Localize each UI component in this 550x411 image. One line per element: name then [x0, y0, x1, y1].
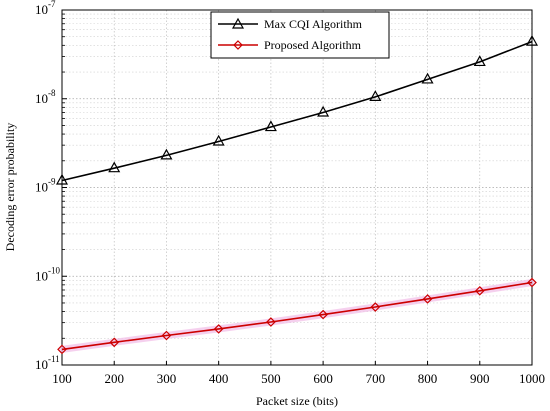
- y-tick-label: 10: [35, 180, 48, 195]
- data-point-proposed: [161, 330, 172, 341]
- data-point-max-cqi: [55, 173, 69, 185]
- x-tick-label: 900: [470, 371, 490, 386]
- series-line-max-cqi: [61, 40, 533, 182]
- legend: Max CQI Algorithm Proposed Algorithm: [210, 11, 390, 59]
- data-point-max-cqi: [473, 55, 486, 67]
- data-point-proposed: [527, 277, 537, 288]
- x-tick-label: 700: [366, 371, 386, 386]
- y-tick-label: 10: [35, 91, 48, 106]
- y-tick-exponent: -8: [48, 88, 56, 98]
- legend-marker-proposed: [233, 40, 243, 50]
- data-point-max-cqi: [160, 148, 173, 160]
- x-tick-label: 800: [418, 371, 438, 386]
- y-tick-label: 10: [35, 268, 48, 283]
- x-axis-title: Packet size (bits): [256, 394, 338, 408]
- y-tick-label: 10: [35, 357, 48, 372]
- x-tick-label: 200: [104, 371, 124, 386]
- x-tick-label: 600: [313, 371, 333, 386]
- legend-label-max-cqi: Max CQI Algorithm: [264, 17, 363, 31]
- y-tick-exponent: -7: [48, 0, 56, 9]
- grid: [62, 10, 532, 365]
- x-tick-label: 1000: [519, 371, 545, 386]
- data-point-max-cqi: [317, 105, 330, 117]
- data-point-proposed: [318, 309, 328, 320]
- y-tick-exponent: -9: [48, 177, 56, 187]
- data-point-proposed: [422, 294, 433, 304]
- x-tick-label: 500: [261, 371, 281, 386]
- series-line-proposed: [61, 281, 533, 351]
- data-point-max-cqi: [525, 34, 539, 46]
- data-point-proposed: [57, 344, 67, 355]
- y-tick-exponent: -10: [48, 265, 60, 275]
- x-axis: 100 200 300 400 500 600 700 800 900 1000: [52, 361, 545, 386]
- y-tick-label: 10: [35, 2, 48, 17]
- x-tick-label: 100: [52, 371, 72, 386]
- legend-box: [210, 11, 390, 59]
- data-point-max-cqi: [212, 134, 225, 146]
- x-tick-label: 400: [209, 371, 229, 386]
- legend-label-proposed: Proposed Algorithm: [264, 38, 362, 52]
- data-point-max-cqi: [264, 120, 277, 132]
- data-point-max-cqi: [369, 90, 382, 101]
- y-axis-title: Decoding error probability: [3, 123, 17, 252]
- x-tick-label: 300: [157, 371, 177, 386]
- data-point-max-cqi: [421, 72, 434, 84]
- y-tick-exponent: -11: [48, 354, 60, 364]
- data-point-proposed: [474, 285, 485, 296]
- series-group: [55, 34, 539, 355]
- data-point-max-cqi: [108, 161, 121, 173]
- data-point-proposed: [109, 337, 120, 348]
- data-point-proposed: [213, 324, 224, 334]
- legend-marker-max-cqi: [231, 17, 245, 29]
- data-point-proposed: [266, 317, 276, 327]
- data-point-proposed: [370, 302, 381, 312]
